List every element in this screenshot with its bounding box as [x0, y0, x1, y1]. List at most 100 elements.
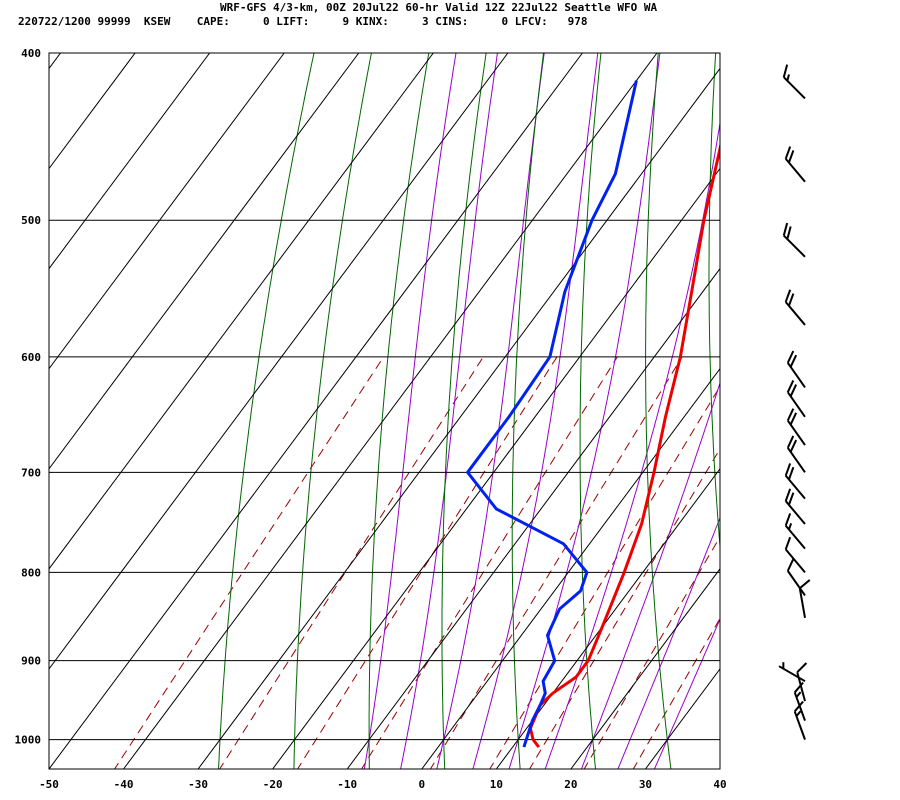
moist-adiabat-line [472, 53, 599, 769]
wind-barb-flag [787, 492, 795, 506]
wind-barb [782, 222, 806, 258]
mixing-ratio-line [583, 536, 720, 769]
wind-barb-half-flag [787, 523, 793, 530]
wind-barb [784, 536, 806, 574]
y-tick-label: 600 [21, 351, 41, 364]
y-tick-label: 400 [21, 47, 41, 60]
wind-barb-half-flag [795, 710, 802, 717]
mixing-ratio-line [632, 617, 720, 769]
plot-border [48, 52, 721, 770]
wind-barb-flag [784, 536, 792, 550]
wind-barb-flag [784, 513, 792, 526]
isotherm-line [570, 568, 720, 769]
mixing-ratio-line [219, 356, 484, 769]
wind-barb-flag [789, 384, 798, 397]
mixing-ratio-line [114, 356, 385, 769]
wind-barb-flag [796, 662, 808, 673]
moist-adiabat-line [508, 53, 661, 769]
isotherm-line [49, 53, 360, 470]
y-tick-label: 800 [21, 566, 41, 579]
x-tick-label: -10 [337, 778, 357, 791]
wind-barb [778, 662, 806, 683]
wind-barb-flag [789, 354, 798, 368]
wind-barb-flag [787, 466, 795, 480]
x-tick-label: -30 [188, 778, 208, 791]
wind-barb [784, 488, 806, 525]
isotherm-gridlines [49, 53, 720, 769]
dry-adiabat-line [830, 15, 900, 784]
wind-barb-flag [786, 226, 792, 240]
isotherm-line [49, 53, 434, 570]
x-tick-label: 40 [713, 778, 726, 791]
wind-barb-flag [789, 412, 798, 426]
wind-barbs-column [778, 64, 811, 740]
isotherm-line [346, 267, 720, 769]
wind-barb-flag [786, 435, 795, 449]
isotherm-line [197, 67, 720, 769]
wind-barb-flag [782, 222, 789, 236]
y-tick-label: 900 [21, 655, 41, 668]
x-tick-label: 0 [418, 778, 425, 791]
moist-adiabat-line [580, 381, 720, 769]
isotherm-line [495, 467, 720, 769]
wind-barb-flag [786, 380, 795, 393]
mixing-ratio-line [489, 385, 720, 769]
y-axis-tick-labels: 400 500 600 700 800 900 1000 [15, 47, 42, 747]
isotherm-line [49, 53, 583, 769]
wind-barb-flag [786, 408, 795, 421]
wind-barb-staff [784, 500, 806, 525]
wind-barb [784, 289, 806, 326]
plot-area [49, 53, 720, 769]
moist-adiabats [363, 53, 720, 769]
moist-adiabat-line [653, 617, 720, 769]
wind-barb [784, 513, 806, 550]
wind-barb-flag [784, 289, 792, 303]
y-tick-label: 1000 [15, 734, 42, 747]
mixing-ratio-line [297, 356, 558, 769]
dry-adiabat-line [368, 53, 430, 769]
wind-barb-flag [782, 64, 789, 78]
wind-barb-flag [784, 463, 792, 476]
mixing-ratio-line [361, 356, 618, 769]
x-tick-label: -20 [263, 778, 283, 791]
isotherm-line [49, 53, 509, 670]
x-tick-label: 10 [490, 778, 503, 791]
dry-adiabats [217, 15, 900, 784]
wind-barb-half-flag [795, 691, 802, 698]
y-tick-label: 500 [21, 214, 41, 227]
wind-barb-flag [787, 150, 795, 163]
wind-barb-staff [798, 588, 806, 619]
moist-adiabat-line [544, 120, 720, 769]
wind-barb-staff [784, 548, 806, 574]
wind-barb [782, 64, 806, 100]
plot-frame [48, 52, 721, 770]
x-tick-label: -50 [39, 778, 59, 791]
isotherm-line [272, 167, 720, 769]
isotherm-line [421, 367, 720, 769]
moist-adiabat-line [436, 53, 545, 769]
wind-barb [786, 558, 806, 597]
wind-barb-flag [786, 350, 795, 364]
wind-barb-flag [793, 681, 804, 694]
wind-barb-flag [784, 146, 792, 160]
moist-adiabat-line [363, 53, 457, 769]
dry-adiabat-line [579, 53, 602, 769]
dry-adiabat-line [888, 15, 900, 784]
wind-barb [786, 408, 806, 446]
mixing-ratio-line [429, 356, 683, 769]
wind-barb [784, 463, 806, 500]
mixing-ratio-lines [114, 356, 720, 769]
dry-adiabat-line [708, 53, 720, 553]
sounding-profiles [466, 80, 720, 749]
wind-barb [798, 579, 811, 619]
dry-adiabat-line [293, 53, 372, 769]
chart-title: WRF-GFS 4/3-km, 00Z 20Jul22 60-hr Valid … [220, 1, 658, 14]
wind-barb-flag [786, 558, 795, 572]
wind-barb-flag [799, 579, 811, 590]
wind-barb-staff [793, 692, 806, 721]
isobar-gridlines [49, 53, 720, 741]
dry-adiabat-line [511, 53, 545, 769]
wind-barb-flag [787, 293, 795, 307]
x-tick-label: 20 [564, 778, 577, 791]
